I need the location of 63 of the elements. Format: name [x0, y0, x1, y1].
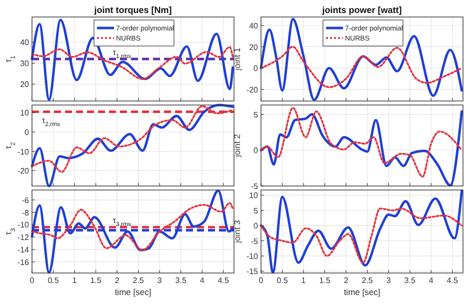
y-tick-label: -5 [250, 236, 259, 246]
chart-title: joints power [watt] [321, 5, 402, 15]
y-tick-label: 10 [249, 191, 259, 200]
ref-line-label: τ$_{1,rms}$ [112, 48, 131, 60]
x-tick-label: 3.5 [404, 276, 416, 285]
y-tick-label: 5 [254, 206, 259, 216]
y-tick-label: -10 [246, 252, 259, 261]
y-tick-label: 0 [254, 146, 259, 156]
y-axis-title: joint 2 [232, 134, 242, 158]
x-tick-label: 4 [428, 276, 434, 285]
y-tick-label: -20 [246, 85, 259, 94]
y-tick-label: -10 [17, 220, 30, 230]
x-tick-label: 4 [200, 276, 205, 285]
x-tick-label: 2 [344, 276, 349, 285]
y-tick-label: -12 [17, 233, 30, 242]
line-series [30, 104, 234, 188]
y-tick-label: 5 [254, 110, 259, 120]
y-tick-label: -15 [246, 267, 259, 276]
x-tick-label: 1 [72, 276, 78, 285]
y-tick-label: 40 [20, 38, 30, 48]
line-series [260, 106, 463, 178]
x-tick-label: 4.5 [446, 276, 458, 285]
ref-line-label: τ$_{2,rms}$ [42, 116, 60, 128]
x-tick-label: 1.5 [319, 276, 331, 285]
x-tick-label: 0.5 [48, 276, 60, 285]
x-tick-label: 1 [301, 276, 306, 285]
y-axis-title: joint 3 [232, 220, 242, 244]
y-tick-label: 20 [20, 80, 30, 90]
y-tick-label: 40 [249, 22, 259, 31]
line-series [260, 18, 463, 102]
chart-title: joint torques [Nm] [93, 5, 172, 15]
y-tick-label: 30 [20, 59, 30, 68]
y-tick-label: 0 [254, 222, 259, 231]
y-tick-label: -10 [17, 147, 30, 156]
x-tick-label: 3 [157, 276, 162, 285]
x-axis-title: time [sec] [114, 287, 152, 297]
y-tick-label: -14 [17, 245, 30, 254]
x-tick-label: 0.5 [276, 276, 288, 285]
y-tick-label: 0 [24, 128, 30, 137]
line-series [260, 110, 463, 186]
x-tick-label: 4.5 [218, 276, 230, 285]
y-tick-label: -6 [22, 196, 30, 205]
y-tick-label: -16 [17, 258, 30, 267]
x-tick-label: 1.5 [90, 276, 102, 285]
x-tick-label: 2 [114, 276, 120, 285]
y-tick-label: 20 [249, 42, 259, 52]
x-axis-title: time [sec] [344, 287, 380, 297]
y-tick-label: -5 [250, 182, 259, 191]
line-series [31, 46, 234, 80]
ref-line-label: τ$_{3,rms}$ [112, 216, 131, 228]
x-tick-label: 2.5 [362, 276, 374, 285]
x-tick-label: 3 [386, 276, 392, 285]
y-tick-label: 10 [20, 108, 30, 118]
y-tick-label: 0 [254, 64, 259, 74]
line-series [31, 202, 234, 251]
y-tick-label: -20 [17, 166, 30, 176]
line-series [260, 208, 463, 264]
line-series [30, 18, 234, 101]
y-tick-label: -8 [22, 208, 30, 218]
line-series [260, 46, 463, 88]
x-tick-label: 3.5 [175, 276, 187, 285]
y-axis-title: joint 1 [232, 47, 242, 72]
x-tick-label: 2.5 [132, 276, 144, 285]
